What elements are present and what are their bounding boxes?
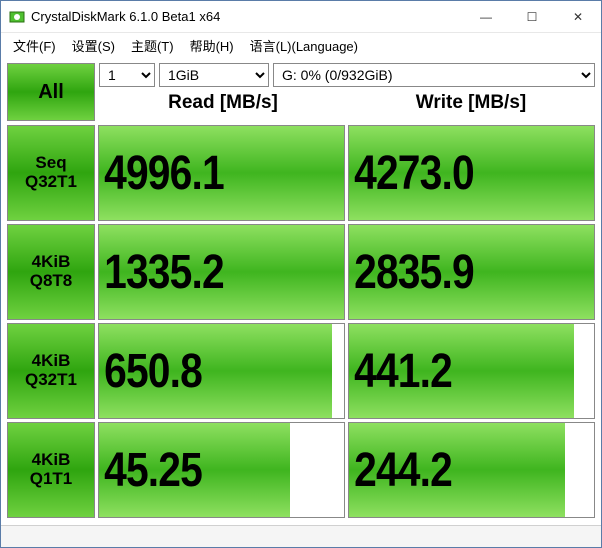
read-cell-4k-q8t8: 1335.2 <box>98 224 345 320</box>
write-value: 4273.0 <box>349 126 557 220</box>
read-value: 1335.2 <box>99 225 307 319</box>
read-header: Read [MB/s] <box>99 92 347 114</box>
titlebar: CrystalDiskMark 6.1.0 Beta1 x64 — ☐ ✕ <box>1 1 601 33</box>
maximize-button[interactable]: ☐ <box>509 1 555 32</box>
app-icon <box>9 9 25 25</box>
test-label-line1: 4KiB <box>32 451 71 470</box>
statusbar <box>1 525 601 547</box>
read-value: 650.8 <box>99 324 307 418</box>
menu-language[interactable]: 语言(L)(Language) <box>242 34 366 57</box>
test-label-line1: 4KiB <box>32 352 71 371</box>
window-controls: — ☐ ✕ <box>463 1 601 32</box>
close-button[interactable]: ✕ <box>555 1 601 32</box>
write-header: Write [MB/s] <box>347 92 595 114</box>
controls-row: All 1 1GiB G: 0% (0/932GiB) Read [MB/s] … <box>7 63 595 121</box>
content-area: All 1 1GiB G: 0% (0/932GiB) Read [MB/s] … <box>1 57 601 525</box>
minimize-button[interactable]: — <box>463 1 509 32</box>
write-cell-4k-q1t1: 244.2 <box>348 422 595 518</box>
window-title: CrystalDiskMark 6.1.0 Beta1 x64 <box>31 9 463 24</box>
all-button[interactable]: All <box>7 63 95 121</box>
test-button-4k-q32t1[interactable]: 4KiBQ32T1 <box>7 323 95 419</box>
test-label-line1: 4KiB <box>32 253 71 272</box>
drive-select[interactable]: G: 0% (0/932GiB) <box>273 63 595 87</box>
test-label-line2: Q1T1 <box>30 470 73 489</box>
test-label-line1: Seq <box>35 154 66 173</box>
test-count-select[interactable]: 1 <box>99 63 155 87</box>
menu-theme[interactable]: 主题(T) <box>123 34 182 57</box>
read-cell-4k-q1t1: 45.25 <box>98 422 345 518</box>
write-cell-seq-q32t1: 4273.0 <box>348 125 595 221</box>
write-cell-4k-q8t8: 2835.9 <box>348 224 595 320</box>
test-button-seq-q32t1[interactable]: SeqQ32T1 <box>7 125 95 221</box>
write-value: 244.2 <box>349 423 557 517</box>
results-grid: SeqQ32T14996.14273.04KiBQ8T81335.22835.9… <box>7 125 595 519</box>
read-cell-seq-q32t1: 4996.1 <box>98 125 345 221</box>
headers-row: Read [MB/s] Write [MB/s] <box>99 89 595 117</box>
test-row-4k-q32t1: 4KiBQ32T1650.8441.2 <box>7 323 595 419</box>
test-row-seq-q32t1: SeqQ32T14996.14273.0 <box>7 125 595 221</box>
app-window: CrystalDiskMark 6.1.0 Beta1 x64 — ☐ ✕ 文件… <box>0 0 602 548</box>
menu-file[interactable]: 文件(F) <box>5 34 64 57</box>
read-value: 45.25 <box>99 423 307 517</box>
menu-help[interactable]: 帮助(H) <box>182 34 242 57</box>
test-button-4k-q1t1[interactable]: 4KiBQ1T1 <box>7 422 95 518</box>
selects-row: 1 1GiB G: 0% (0/932GiB) <box>99 63 595 87</box>
test-row-4k-q8t8: 4KiBQ8T81335.22835.9 <box>7 224 595 320</box>
test-row-4k-q1t1: 4KiBQ1T145.25244.2 <box>7 422 595 518</box>
test-label-line2: Q32T1 <box>25 173 77 192</box>
read-cell-4k-q32t1: 650.8 <box>98 323 345 419</box>
test-button-4k-q8t8[interactable]: 4KiBQ8T8 <box>7 224 95 320</box>
test-label-line2: Q32T1 <box>25 371 77 390</box>
test-size-select[interactable]: 1GiB <box>159 63 269 87</box>
read-value: 4996.1 <box>99 126 307 220</box>
write-cell-4k-q32t1: 441.2 <box>348 323 595 419</box>
controls-right: 1 1GiB G: 0% (0/932GiB) Read [MB/s] Writ… <box>99 63 595 121</box>
write-value: 2835.9 <box>349 225 557 319</box>
test-label-line2: Q8T8 <box>30 272 73 291</box>
menu-settings[interactable]: 设置(S) <box>64 34 123 57</box>
write-value: 441.2 <box>349 324 557 418</box>
menubar: 文件(F) 设置(S) 主题(T) 帮助(H) 语言(L)(Language) <box>1 33 601 57</box>
